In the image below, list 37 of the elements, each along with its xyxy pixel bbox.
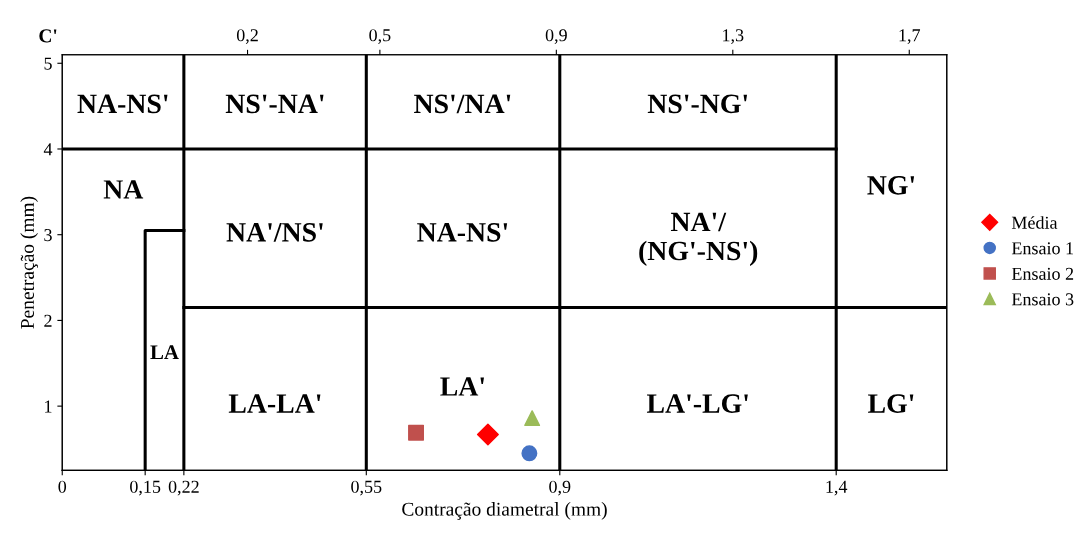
annotation: NS'-NA' bbox=[225, 94, 324, 114]
legend-label: Ensaio 1 bbox=[1011, 242, 1073, 255]
x2-tick-label: 0,5 bbox=[369, 29, 391, 44]
x-tick-label: 0,9 bbox=[549, 480, 571, 496]
annotation: NA'/NS' bbox=[226, 222, 323, 242]
y-tick-label: 1 bbox=[45, 400, 52, 413]
annotation: LA-LA' bbox=[228, 394, 321, 413]
legend-label: Ensaio 3 bbox=[1011, 293, 1074, 306]
annotation: LA bbox=[150, 345, 179, 360]
y-tick-label: 3 bbox=[44, 229, 52, 242]
x2-tick-label: 0,9 bbox=[545, 29, 567, 44]
x-tick-label: 0,22 bbox=[168, 480, 199, 496]
y-axis-title: Penetração (mm) bbox=[20, 196, 38, 329]
x2-tick-label: 0,2 bbox=[236, 29, 258, 44]
x-axis-title: Contração diametral (mm) bbox=[402, 502, 607, 520]
x-tick-label: 0,55 bbox=[351, 480, 382, 496]
x-tick-label: 0 bbox=[58, 480, 67, 493]
legend-label: Média bbox=[1011, 216, 1058, 229]
annotation: NA'/ (NG'-NS') bbox=[639, 212, 758, 266]
x-tick-label: 1,4 bbox=[826, 480, 848, 496]
y-tick-label: 4 bbox=[43, 143, 53, 156]
annotation: NA-NS' bbox=[417, 222, 508, 242]
y-tick-label: 5 bbox=[44, 57, 52, 70]
annotation: NS'-NG' bbox=[647, 94, 748, 114]
x-tick-label: 0,15 bbox=[130, 480, 161, 496]
annotation: NA-NS' bbox=[77, 94, 168, 114]
x2-tick-label: 1,3 bbox=[723, 29, 744, 44]
annotation: NS'/NA' bbox=[414, 94, 511, 114]
x2-tick-label: 1,7 bbox=[899, 29, 921, 44]
y-tick-label: 2 bbox=[44, 314, 52, 327]
annotation: NG' bbox=[867, 176, 915, 195]
annotation: LA'-LG' bbox=[646, 394, 748, 413]
annotation: LA' bbox=[440, 377, 484, 396]
annotation: LG' bbox=[868, 394, 914, 413]
annotation: NA bbox=[103, 180, 144, 199]
x2-axis-title: C' bbox=[39, 29, 57, 43]
legend-label: Ensaio 2 bbox=[1011, 267, 1074, 280]
